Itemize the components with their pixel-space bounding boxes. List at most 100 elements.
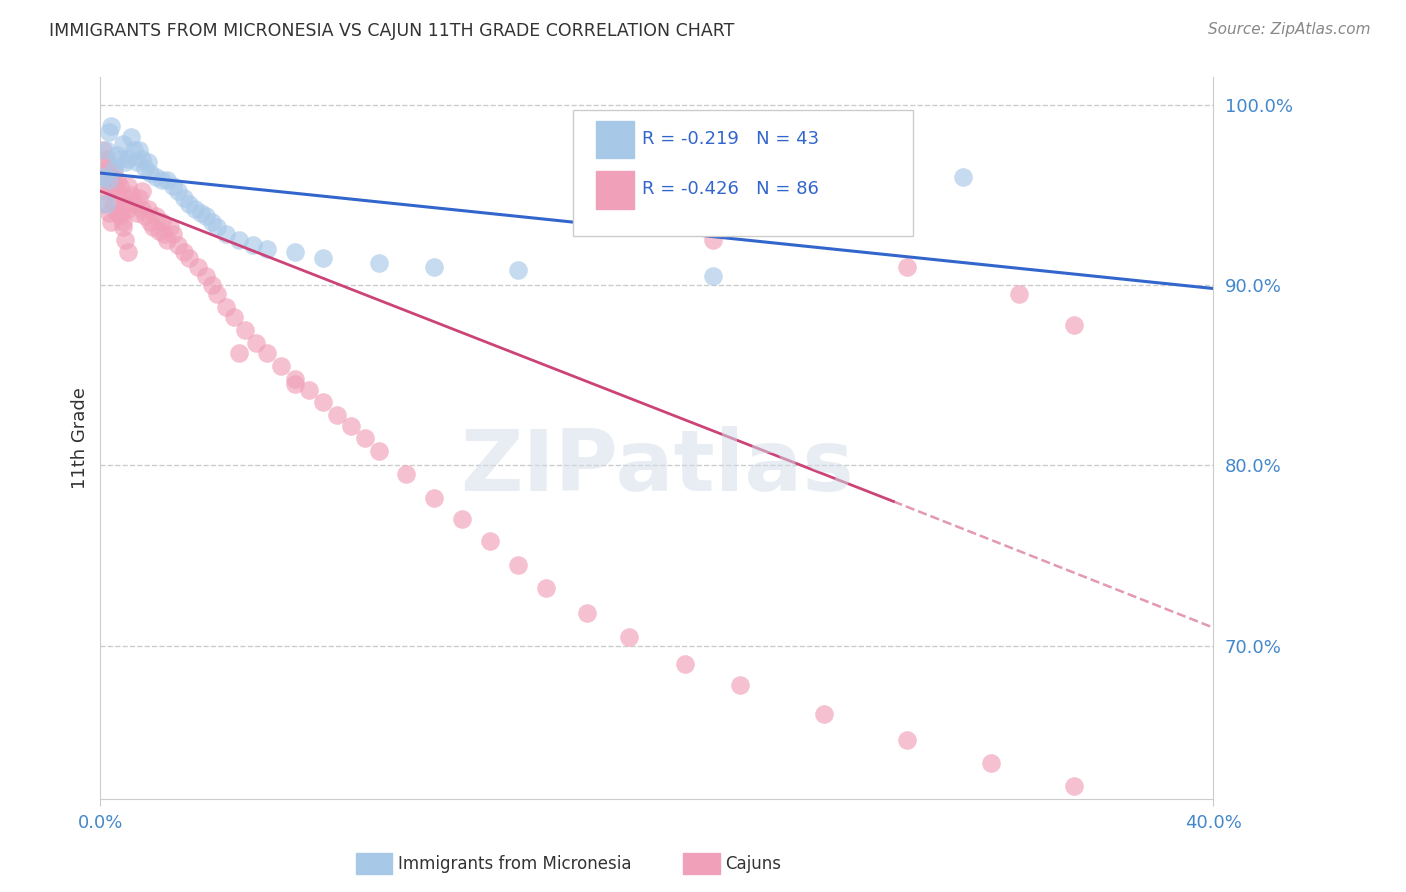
Point [187,260,209,274]
Point [284,372,307,386]
Point [111,215,134,229]
Point [284,377,307,392]
Point [131,202,153,216]
Point [190,206,212,220]
Point [256,242,278,256]
Point [128,143,150,157]
Point [100,215,122,229]
Point [103,161,125,175]
Point [195,210,218,224]
Point [423,491,446,505]
Point [506,263,529,277]
Point [97,173,120,187]
Point [506,558,529,572]
Point [340,418,363,433]
FancyBboxPatch shape [596,171,634,209]
Point [730,678,752,692]
Point [156,173,179,187]
Point [114,155,136,169]
Point [117,202,139,216]
Point [179,251,201,265]
Point [94,184,117,198]
Point [159,220,181,235]
Point [108,206,131,220]
Point [108,178,131,193]
Point [298,383,321,397]
Point [228,233,250,247]
Point [233,323,256,337]
Point [478,534,501,549]
Point [156,233,179,247]
Point [131,184,153,198]
Point [162,227,184,242]
Point [1008,287,1031,301]
Point [103,178,125,193]
Point [97,124,120,138]
Point [134,161,156,175]
Point [173,245,195,260]
Point [120,187,142,202]
Point [214,227,236,242]
Point [111,137,134,152]
Point [111,187,134,202]
Point [105,206,128,220]
Point [103,166,125,180]
Point [100,169,122,184]
Text: Source: ZipAtlas.com: Source: ZipAtlas.com [1208,22,1371,37]
Point [136,155,159,169]
Point [128,191,150,205]
Point [326,408,349,422]
Point [91,173,114,187]
Point [114,233,136,247]
Point [122,196,145,211]
Point [353,431,375,445]
Point [896,732,918,747]
Point [312,395,335,409]
Point [142,220,165,235]
Point [100,119,122,133]
Point [125,206,148,220]
Point [451,512,474,526]
Point [91,196,114,211]
Point [980,756,1002,770]
Point [256,346,278,360]
Point [270,359,292,373]
Point [702,268,724,283]
Point [195,268,218,283]
Point [173,191,195,205]
Point [105,191,128,205]
Point [576,607,599,621]
Point [813,707,835,722]
Point [673,657,696,671]
Point [245,335,267,350]
Point [91,143,114,157]
Point [97,206,120,220]
Text: R = -0.219   N = 43: R = -0.219 N = 43 [643,129,820,148]
FancyBboxPatch shape [574,110,912,236]
Point [97,169,120,184]
Text: Immigrants from Micronesia: Immigrants from Micronesia [398,855,631,873]
Point [222,310,245,325]
Point [139,166,162,180]
Point [117,178,139,193]
Point [97,161,120,175]
Point [207,287,229,301]
Point [150,173,173,187]
Point [1063,780,1085,794]
Point [105,148,128,162]
Point [100,178,122,193]
Point [312,251,335,265]
Text: ZIPatlas: ZIPatlas [460,425,853,508]
Point [139,215,162,229]
Point [214,300,236,314]
Point [228,346,250,360]
Point [184,202,207,216]
Point [108,152,131,166]
Point [120,130,142,145]
Point [153,227,176,242]
Point [896,260,918,274]
Point [201,277,224,292]
Point [150,215,173,229]
Point [952,169,974,184]
Point [94,155,117,169]
